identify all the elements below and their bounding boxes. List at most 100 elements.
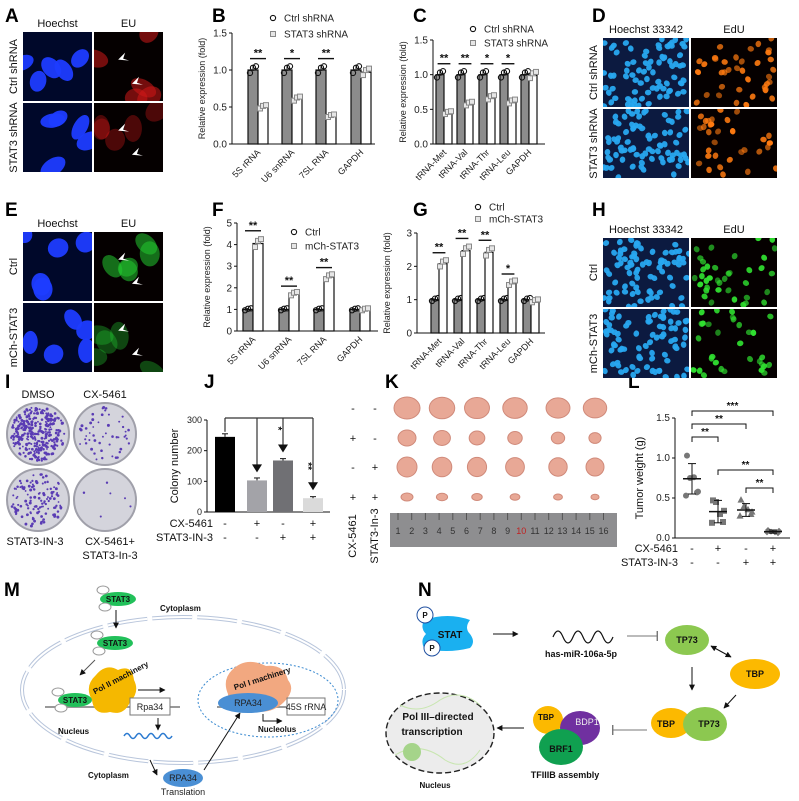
colony [42,409,45,412]
colony [25,419,29,423]
cell-nucleus [23,330,38,355]
cell-nucleus [733,54,739,61]
cell-nucleus [683,274,689,281]
cell-nucleus [743,294,751,301]
cell-nucleus [23,54,34,71]
column-label: Hoechst [37,18,77,30]
cell-nucleus [716,44,724,50]
cell-nucleus [766,132,772,140]
translation-label: Translation [161,787,205,797]
micrograph-image [691,38,777,107]
cell-nucleus [629,364,636,370]
colony [24,490,27,492]
cell-nucleus [715,287,722,293]
data-point [497,74,505,81]
data-point [331,111,337,118]
colony [24,413,27,416]
brf1-label: BRF1 [549,744,573,754]
cell-nucleus [755,238,762,242]
colony [33,442,36,445]
data-point [460,68,468,75]
colony [124,430,127,433]
cell-nucleus [733,99,740,107]
cell-nucleus [649,248,656,255]
colony [108,443,111,446]
cell-nucleus [605,289,613,296]
cell-nucleus [630,146,637,153]
cell-nucleus [646,318,653,324]
cell-nucleus [640,166,647,173]
data-point [360,72,366,79]
colony [12,503,15,506]
cell-nucleus [711,139,718,146]
colony [32,453,36,457]
cell-nucleus [701,61,708,68]
data-point [280,69,288,77]
tbp-tfiiib-label: TBP [538,713,555,722]
colony [18,416,22,420]
rpa34-protein [163,769,203,787]
significance-label: ** [302,462,313,470]
cell-nucleus [644,89,652,96]
colony [111,455,114,458]
cell-nucleus [645,296,651,303]
cell-nucleus [767,313,774,320]
colony [34,455,38,459]
cell-nucleus [607,72,614,79]
colony [54,487,58,491]
cell-nucleus [606,295,613,301]
colony [31,420,34,423]
colony [101,456,104,460]
cell-nucleus [729,309,735,315]
cell-nucleus [676,52,684,59]
comparison-bracket [691,410,774,416]
colony [109,492,112,495]
treatment-sign: + [372,462,378,474]
colony [40,446,43,449]
y-tick-label: 200 [187,446,202,456]
data-point [348,307,356,314]
data-point [294,288,300,295]
cell-nucleus [629,290,636,298]
cell-nucleus [603,164,610,171]
y-tick-label: 0.0 [414,140,428,151]
data-point [280,305,288,312]
tbp-label: TBP [746,669,764,679]
bar [484,251,494,334]
colony [17,424,20,428]
colony [24,455,27,458]
stat3-label-top: STAT3 [106,595,131,604]
cell-nucleus [646,64,652,71]
colony [16,485,19,488]
cell-nucleus [681,372,687,378]
cell-nucleus [651,275,658,282]
colony [57,417,60,420]
colony [25,513,29,517]
cell-nucleus [729,314,736,321]
category-label: 7SL RNA [297,147,330,180]
condition-sign: - [255,532,259,544]
mirna-wave [552,630,614,644]
y-tick-label: 1.0 [414,70,428,81]
cell-nucleus [642,60,649,67]
cell-nucleus [664,357,671,364]
cell-nucleus [667,318,674,325]
arrow [723,694,737,709]
colony [50,491,54,495]
row-label: Ctrl shRNA [588,44,600,100]
colony [12,494,15,497]
cell-nucleus [624,96,632,102]
colony [42,447,45,451]
nucleolus-label: Nucleolus [258,725,297,734]
bar [453,299,463,334]
category-label: 5S rRNA [230,147,262,179]
colony [21,485,24,488]
bar [443,112,453,145]
data-point [695,488,701,495]
cell-nucleus [705,153,712,159]
category-label: GAPDH [506,336,536,366]
y-tick-label: 2 [406,262,412,273]
cell-nucleus [659,38,665,43]
panel-label-g: G [413,200,428,221]
